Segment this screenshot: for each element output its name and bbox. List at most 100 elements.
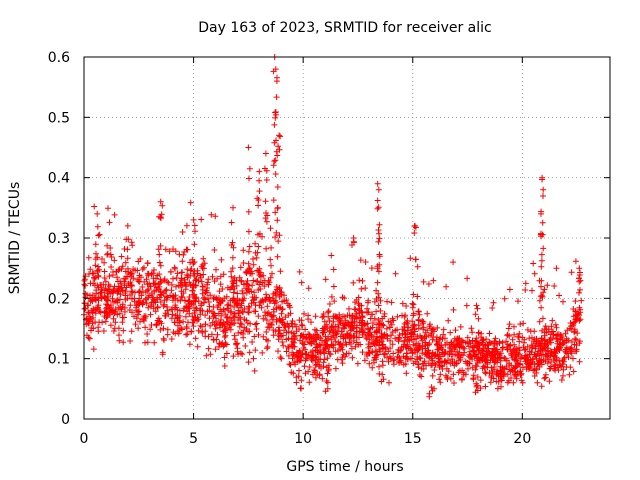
data-point [256, 168, 263, 175]
data-point [371, 359, 377, 366]
data-point [116, 266, 123, 273]
data-point [551, 283, 558, 289]
data-point [245, 248, 252, 255]
data-point [568, 344, 575, 351]
data-point [369, 364, 376, 371]
data-point [475, 315, 482, 322]
data-point [224, 314, 231, 320]
data-point [560, 372, 566, 379]
data-point [192, 277, 199, 284]
data-point [177, 297, 184, 304]
data-point [538, 210, 544, 217]
data-point [100, 328, 107, 334]
data-point [233, 300, 240, 307]
data-point [221, 354, 228, 361]
data-point [577, 277, 584, 284]
data-point [101, 295, 108, 302]
data-point [335, 324, 342, 331]
data-point [450, 259, 457, 266]
data-point [473, 343, 480, 350]
data-point [346, 305, 352, 312]
data-point [96, 231, 103, 238]
data-point [187, 267, 194, 274]
data-point [139, 266, 146, 273]
data-point [373, 287, 380, 294]
data-point [537, 293, 544, 300]
data-point [202, 289, 209, 296]
data-point [374, 265, 381, 272]
data-point [227, 302, 234, 309]
data-point [106, 273, 113, 280]
data-point [576, 265, 583, 272]
data-point [497, 363, 504, 370]
data-point [151, 288, 158, 295]
data-point [305, 352, 312, 358]
data-point [415, 364, 422, 371]
data-point [538, 257, 545, 264]
data-point [212, 213, 219, 220]
x-tick-label: 5 [189, 431, 198, 447]
data-point [264, 303, 271, 310]
data-point [558, 377, 565, 383]
data-point [539, 219, 546, 226]
data-point [228, 321, 235, 328]
data-point [423, 351, 430, 358]
data-point [275, 304, 282, 311]
data-point [498, 377, 505, 384]
data-point [462, 339, 469, 346]
data-point [271, 121, 278, 128]
data-point [243, 289, 250, 296]
data-point [304, 338, 311, 345]
data-point [504, 379, 511, 386]
data-point [425, 360, 432, 367]
data-point [244, 320, 251, 326]
data-point [443, 283, 450, 290]
data-point [167, 292, 174, 299]
data-point [376, 363, 382, 370]
data-point [270, 162, 277, 169]
data-point [92, 262, 99, 269]
data-point [221, 334, 228, 340]
data-point [150, 305, 157, 312]
data-point [165, 279, 172, 286]
data-point [120, 275, 127, 282]
data-point [386, 324, 393, 331]
data-point [142, 289, 149, 295]
data-point [430, 277, 437, 284]
data-point [273, 286, 280, 293]
data-point [144, 339, 151, 346]
data-point [548, 323, 555, 330]
data-point [326, 317, 333, 324]
data-point [192, 307, 198, 314]
data-point [565, 337, 572, 344]
data-point [545, 328, 552, 335]
data-point [508, 375, 514, 381]
data-point [362, 259, 369, 265]
data-point [451, 335, 458, 342]
data-point [251, 333, 258, 340]
data-point [263, 329, 270, 335]
data-point [367, 315, 374, 322]
data-point [359, 322, 366, 329]
data-point [536, 318, 543, 325]
data-point [374, 197, 381, 204]
data-point [184, 308, 191, 315]
data-point [236, 310, 243, 317]
data-point [503, 363, 510, 370]
data-point [251, 299, 257, 306]
data-point [451, 345, 458, 352]
data-point [442, 358, 449, 364]
data-point [403, 370, 410, 377]
data-point [135, 311, 142, 318]
data-point [179, 326, 185, 333]
data-point [565, 354, 572, 361]
data-point [356, 328, 363, 335]
data-point [277, 133, 284, 140]
data-point [262, 296, 269, 303]
data-point [353, 310, 360, 317]
data-point [331, 298, 338, 305]
data-point [308, 354, 315, 361]
data-point [436, 359, 443, 365]
data-point [240, 327, 247, 334]
